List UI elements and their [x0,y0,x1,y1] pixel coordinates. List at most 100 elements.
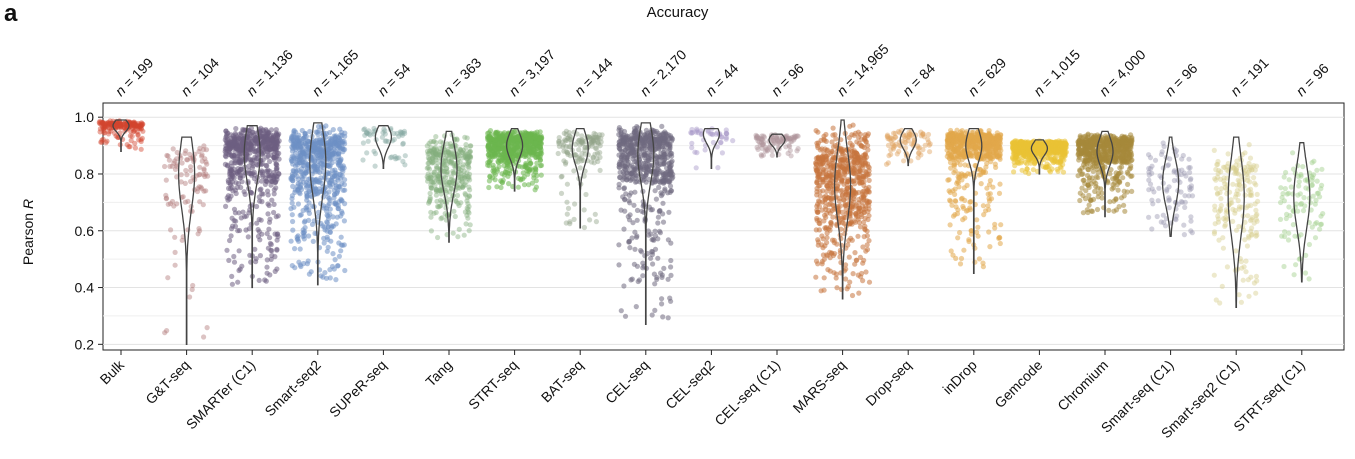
data-point [288,238,294,244]
data-point [163,196,169,202]
data-point [137,125,143,131]
data-point [819,261,825,267]
data-point [961,247,967,253]
data-point [966,237,972,243]
data-point [537,163,544,169]
data-point [521,182,528,188]
data-point [231,253,237,260]
data-point [252,246,258,252]
data-point [978,181,984,187]
data-point [456,178,462,184]
data-point [435,203,441,210]
data-point [905,135,911,141]
data-point [113,122,119,128]
data-point [137,121,143,127]
data-point [326,189,332,195]
data-point [441,168,447,174]
data-point [616,262,622,268]
data-point [231,259,238,265]
data-point [102,121,108,128]
data-point [100,136,106,142]
data-point [814,203,820,209]
data-point [430,160,436,166]
data-point [861,194,867,200]
data-point [448,157,454,163]
data-point [325,177,331,183]
data-point [656,184,662,190]
data-point [366,128,372,134]
data-point [298,212,304,218]
data-point [814,170,821,176]
data-point [236,158,242,164]
data-point [238,215,244,221]
data-point [140,128,146,134]
data-point [447,189,453,195]
data-point [135,131,141,137]
data-point [980,203,987,209]
data-point [428,179,434,185]
category-points [360,125,408,169]
data-point [563,128,570,134]
category-points [424,132,474,241]
data-point [495,146,501,152]
data-point [103,123,110,129]
data-point [459,179,465,185]
data-point [301,163,307,169]
data-point [226,257,232,263]
data-point [841,169,848,175]
data-point [228,132,234,138]
data-point [298,155,304,161]
data-point [997,181,1003,187]
data-point [330,167,336,173]
data-point [454,192,461,199]
data-point [951,162,957,168]
data-point [239,139,245,145]
data-point [257,253,263,259]
data-point [992,221,998,227]
data-point [616,185,622,191]
data-point [428,209,434,215]
data-point [108,120,114,126]
data-point [265,136,271,142]
data-point [461,172,467,178]
data-point [597,132,603,138]
data-point [300,150,306,156]
data-point [467,153,474,160]
data-point [526,166,532,172]
data-point [829,195,836,201]
data-point [630,144,636,150]
data-point [432,182,438,189]
data-point [106,129,112,135]
data-point [427,196,433,202]
data-point [138,126,144,132]
data-point [973,149,979,155]
data-point [440,161,447,168]
data-point [823,206,829,212]
data-point [595,158,601,165]
data-point [164,152,170,159]
data-point [702,147,708,153]
data-point [830,125,836,131]
data-point [866,279,873,285]
data-point [575,159,581,165]
data-point [162,163,168,170]
data-point [971,137,977,143]
data-point [273,161,279,167]
data-point [658,193,665,199]
data-point [814,189,820,195]
data-point [856,140,862,146]
data-point [775,141,781,147]
data-point [225,197,231,203]
data-point [434,147,440,153]
data-point [957,162,963,168]
data-point [567,144,573,150]
data-point [852,250,858,256]
data-point [289,193,295,199]
data-point [645,155,652,161]
data-point [621,283,627,289]
data-point [851,161,857,167]
data-point [652,177,658,183]
data-point [250,143,256,149]
data-point [435,173,441,179]
data-point [580,137,586,144]
